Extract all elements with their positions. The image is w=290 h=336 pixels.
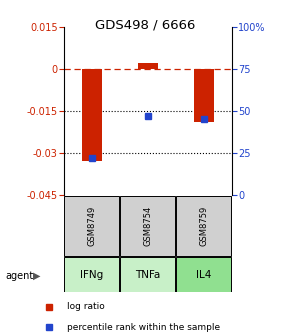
Bar bbox=[194, 69, 214, 122]
Bar bbox=[177, 196, 231, 256]
Text: TNFa: TNFa bbox=[135, 270, 161, 280]
Bar bbox=[82, 69, 102, 161]
Bar bbox=[64, 196, 119, 256]
Text: GDS498 / 6666: GDS498 / 6666 bbox=[95, 18, 195, 32]
Text: percentile rank within the sample: percentile rank within the sample bbox=[67, 323, 220, 332]
Bar bbox=[120, 257, 175, 292]
Text: agent: agent bbox=[6, 271, 34, 281]
Text: GSM8759: GSM8759 bbox=[200, 206, 209, 246]
Text: ▶: ▶ bbox=[33, 271, 41, 281]
Text: GSM8754: GSM8754 bbox=[143, 206, 153, 246]
Bar bbox=[177, 257, 231, 292]
Bar bbox=[64, 257, 119, 292]
Text: log ratio: log ratio bbox=[67, 302, 105, 311]
Text: GSM8749: GSM8749 bbox=[87, 206, 96, 246]
Text: IFNg: IFNg bbox=[80, 270, 104, 280]
Bar bbox=[120, 196, 175, 256]
Bar bbox=[138, 63, 158, 69]
Text: IL4: IL4 bbox=[196, 270, 212, 280]
